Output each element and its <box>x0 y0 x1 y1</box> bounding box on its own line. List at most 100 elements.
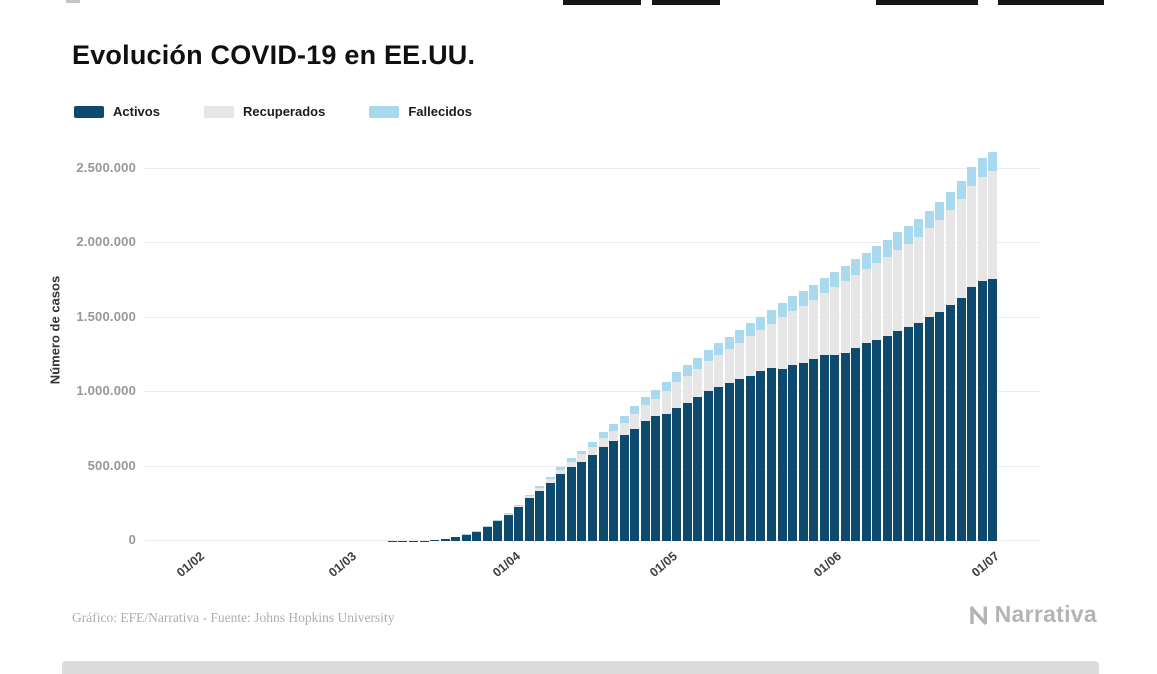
bar-stack-14/04[interactable] <box>577 450 587 541</box>
bar-stack-18/05[interactable] <box>756 316 766 541</box>
legend-swatch-fallecidos <box>369 105 400 118</box>
bar-stack-22/05[interactable] <box>777 302 787 541</box>
bar-stack-04/05[interactable] <box>682 365 692 541</box>
bar-stack-22/04[interactable] <box>619 416 629 541</box>
bar-stack-05/06[interactable] <box>851 258 861 541</box>
bar-segment-activos <box>882 336 892 541</box>
bar-stack-21/06[interactable] <box>935 201 945 541</box>
bar-segment-recuperados <box>545 479 555 483</box>
bar-stack-12/04[interactable] <box>566 458 576 541</box>
bar-stack-28/05[interactable] <box>809 284 819 541</box>
bar-stack-25/06[interactable] <box>956 180 966 541</box>
bar-segment-recuperados <box>745 335 755 376</box>
bar-stack-14/05[interactable] <box>735 330 745 541</box>
bar-stack-02/05[interactable] <box>672 372 682 541</box>
bar-stack-16/05[interactable] <box>745 322 755 541</box>
bar-stack-29/03[interactable] <box>493 520 503 541</box>
bar-segment-recuperados <box>735 342 745 380</box>
bar-stack-12/05[interactable] <box>724 337 734 541</box>
bar-stack-07/06[interactable] <box>861 252 871 541</box>
bar-segment-fallecidos <box>882 239 892 257</box>
bar-stack-29/06[interactable] <box>977 158 987 541</box>
bar-segment-recuperados <box>577 454 587 462</box>
bar-stack-18/04[interactable] <box>598 432 608 541</box>
bar-stack-16/04[interactable] <box>588 441 597 541</box>
bar-segment-fallecidos <box>893 232 903 250</box>
gridline <box>145 168 1040 169</box>
bar-stack-31/03[interactable] <box>503 513 513 541</box>
bar-segment-recuperados <box>809 299 819 360</box>
bar-stack-27/06[interactable] <box>967 167 977 541</box>
bar-stack-20/05[interactable] <box>767 310 776 541</box>
bar-segment-recuperados <box>924 228 934 318</box>
bar-stack-24/04[interactable] <box>630 406 640 541</box>
bar-stack-27/03[interactable] <box>482 525 492 541</box>
bar-segment-fallecidos <box>535 486 545 489</box>
legend-label: Recuperados <box>242 104 326 119</box>
bar-stack-10/05[interactable] <box>714 343 724 541</box>
bar-segment-activos <box>714 387 724 541</box>
bar-stack-09/06[interactable] <box>872 246 882 541</box>
gridline <box>145 316 1040 318</box>
bar-stack-08/05[interactable] <box>703 349 713 541</box>
bar-stack-03/06[interactable] <box>840 265 850 541</box>
bar-stack-11/06[interactable] <box>882 239 892 541</box>
bar-stack-08/04[interactable] <box>545 477 555 541</box>
bar-segment-recuperados <box>882 256 892 337</box>
bar-stack-30/04[interactable] <box>661 381 671 541</box>
bar-segment-activos <box>809 359 819 541</box>
legend-item-recuperados[interactable]: Recuperados <box>203 104 326 119</box>
bar-segment-recuperados <box>556 469 566 475</box>
legend-swatch-activos <box>74 105 104 118</box>
bar-stack-26/04[interactable] <box>640 397 650 541</box>
bar-segment-fallecidos <box>946 191 955 210</box>
bar-stack-02/04[interactable] <box>514 504 524 541</box>
bar-segment-activos <box>451 537 461 541</box>
chart-title: Evolución COVID-19 en EE.UU. <box>72 40 476 70</box>
bar-stack-21/03[interactable] <box>451 537 461 541</box>
bar-stack-15/03[interactable] <box>419 540 429 541</box>
bar-segment-fallecidos <box>609 424 619 431</box>
bar-segment-recuperados <box>903 243 913 328</box>
bar-segment-recuperados <box>967 186 977 288</box>
window-artifact <box>998 0 1104 5</box>
legend-item-fallecidos[interactable]: Fallecidos <box>369 104 472 119</box>
bar-stack-17/03[interactable] <box>430 540 440 541</box>
bar-stack-06/04[interactable] <box>535 486 545 541</box>
bar-stack-20/04[interactable] <box>609 424 619 541</box>
bar-segment-recuperados <box>524 496 534 499</box>
bar-segment-activos <box>609 441 619 541</box>
bar-segment-recuperados <box>630 414 640 429</box>
bar-segment-fallecidos <box>861 252 871 269</box>
bar-segment-fallecidos <box>630 406 640 415</box>
bar-stack-19/06[interactable] <box>924 210 934 541</box>
bar-stack-23/03[interactable] <box>461 534 471 541</box>
bar-stack-26/05[interactable] <box>798 290 808 541</box>
bar-stack-19/03[interactable] <box>440 538 450 541</box>
bar-stack-28/04[interactable] <box>651 390 661 541</box>
bar-stack-10/04[interactable] <box>556 467 566 541</box>
y-tick-label: 500.000 <box>87 457 136 473</box>
horizontal-scrollbar[interactable] <box>62 661 1099 674</box>
bar-stack-17/06[interactable] <box>914 219 924 541</box>
legend-item-activos[interactable]: Activos <box>74 104 160 119</box>
bar-stack-06/05[interactable] <box>693 358 703 541</box>
bar-stack-01/06[interactable] <box>830 271 840 541</box>
bar-stack-30/05[interactable] <box>819 277 829 541</box>
bar-segment-fallecidos <box>798 290 808 306</box>
bar-stack-04/04[interactable] <box>524 495 534 541</box>
bar-stack-23/06[interactable] <box>946 191 955 541</box>
bar-segment-recuperados <box>693 369 703 398</box>
bar-stack-01/07[interactable] <box>988 152 998 541</box>
bar-stack-25/03[interactable] <box>472 531 482 541</box>
bar-segment-recuperados <box>566 461 576 467</box>
bar-segment-recuperados <box>840 281 850 353</box>
bar-stack-13/06[interactable] <box>893 232 903 541</box>
bar-segment-recuperados <box>703 361 713 392</box>
bar-segment-recuperados <box>861 268 871 344</box>
bar-stack-24/05[interactable] <box>788 296 798 541</box>
bar-segment-recuperados <box>851 274 861 349</box>
bar-stack-15/06[interactable] <box>903 226 913 541</box>
bar-segment-activos <box>461 534 471 541</box>
bar-segment-activos <box>819 354 829 541</box>
